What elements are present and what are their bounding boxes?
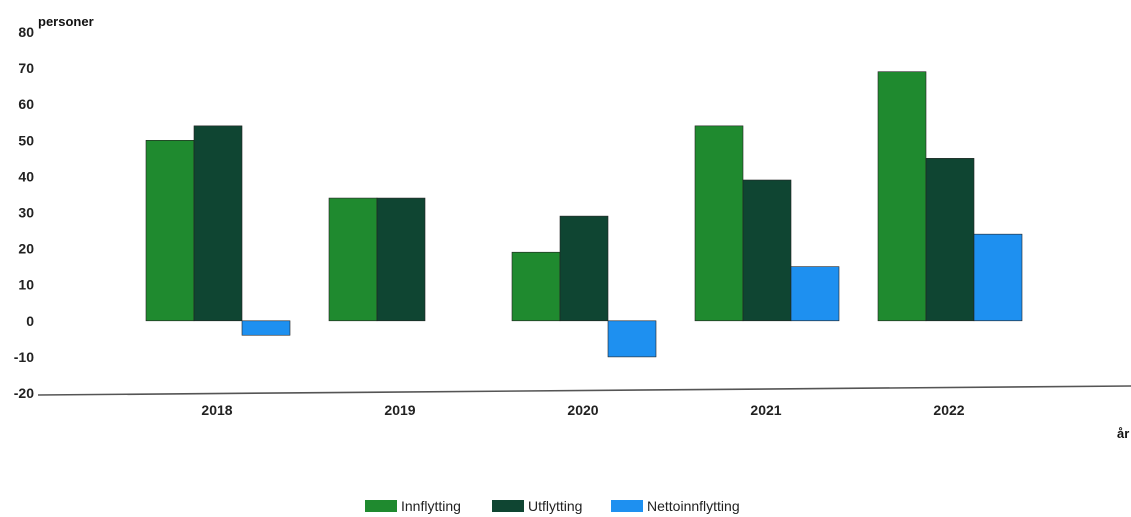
legend-label-utflytting: Utflytting: [528, 498, 582, 514]
legend-swatch-nettoinnflytting: [611, 500, 643, 512]
legend-swatch-utflytting: [492, 500, 524, 512]
x-tick-label: 2021: [750, 402, 781, 418]
x-tick-label: 2018: [201, 402, 232, 418]
y-tick-label: 50: [18, 132, 34, 148]
bar-innflytting-2019: [328, 197, 378, 322]
bars: [145, 71, 1023, 358]
y-axis-ticks: 80 70 60 50 40 30 20 10 0 -10 -20: [14, 24, 34, 401]
bar-nettoinnflytting-2018: [241, 320, 291, 336]
x-axis-line: [37, 385, 1131, 396]
y-tick-label: -20: [14, 385, 34, 401]
y-tick-label: 60: [18, 96, 34, 112]
bar-innflytting-2018: [145, 140, 195, 322]
x-tick-label: 2019: [384, 402, 415, 418]
y-tick-label: 70: [18, 60, 34, 76]
legend-swatch-innflytting: [365, 500, 397, 512]
y-tick-label: 0: [26, 313, 34, 329]
y-tick-label: 80: [18, 24, 34, 40]
y-tick-label: -10: [14, 349, 34, 365]
bar-nettoinnflytting-2021: [790, 266, 840, 322]
bar-utflytting-2022: [925, 158, 975, 322]
x-axis-label: år: [1117, 426, 1129, 441]
y-tick-label: 30: [18, 205, 34, 221]
y-tick-label: 40: [18, 168, 34, 184]
bar-utflytting-2021: [742, 179, 792, 322]
legend-label-nettoinnflytting: Nettoinnflytting: [647, 498, 740, 514]
bar-innflytting-2022: [877, 71, 927, 322]
bar-nettoinnflytting-2022: [973, 233, 1023, 322]
x-axis-ticks: 2018 2019 2020 2021 2022: [201, 402, 964, 418]
y-tick-label: 10: [18, 277, 34, 293]
y-tick-label: 20: [18, 241, 34, 257]
y-axis-label: personer: [38, 14, 94, 29]
bar-utflytting-2018: [193, 125, 243, 322]
x-tick-label: 2022: [933, 402, 964, 418]
bar-innflytting-2020: [511, 251, 561, 322]
legend: Innflytting Utflytting Nettoinnflytting: [365, 498, 740, 514]
x-tick-label: 2020: [567, 402, 598, 418]
bar-utflytting-2019: [376, 197, 426, 322]
bar-nettoinnflytting-2020: [607, 320, 657, 358]
bar-innflytting-2021: [694, 125, 744, 322]
bar-utflytting-2020: [559, 215, 609, 322]
legend-label-innflytting: Innflytting: [401, 498, 461, 514]
